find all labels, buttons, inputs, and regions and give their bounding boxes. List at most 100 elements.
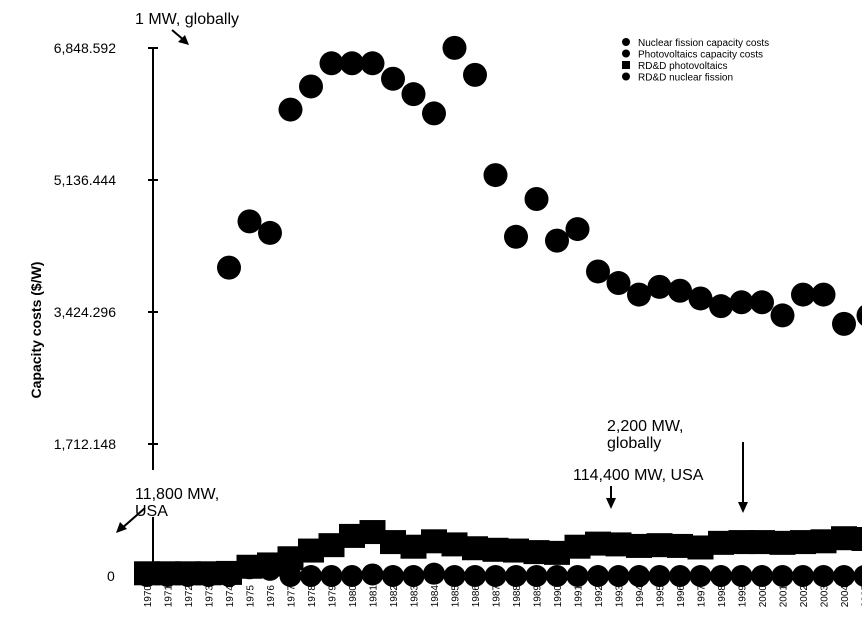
x-tick-label: 1989 <box>533 585 544 608</box>
legend-marker <box>622 49 630 58</box>
legend-marker <box>622 61 630 69</box>
rdd-nuclear-fission-marker <box>751 565 773 587</box>
rdd-nuclear-fission-marker <box>689 565 712 587</box>
annotation-114400mw-arrowhead <box>606 498 616 509</box>
rdd-nuclear-fission-marker <box>197 565 220 587</box>
photovoltaics-capacity-cost-marker <box>442 35 467 60</box>
x-tick-label: 2002 <box>799 585 810 608</box>
x-tick-label: 1976 <box>266 585 277 608</box>
photovoltaics-capacity-cost-marker <box>524 186 549 211</box>
x-tick-label: 1993 <box>615 585 626 608</box>
photovoltaics-capacity-cost-marker <box>627 282 651 307</box>
photovoltaics-capacity-cost-marker <box>319 51 344 76</box>
photovoltaics-capacity-cost-marker <box>360 51 385 76</box>
x-tick-label: 1981 <box>369 585 380 608</box>
annotation-11800mw-arrowhead <box>116 522 127 533</box>
photovoltaics-capacity-cost-marker <box>729 290 754 315</box>
rdd-nuclear-fission-marker <box>812 565 835 587</box>
photovoltaics-capacity-cost-marker <box>278 97 303 122</box>
rdd-nuclear-fission-marker <box>300 565 322 587</box>
rdd-nuclear-fission-marker <box>341 565 363 587</box>
annotations: 1 MW, globally 11,800 MW, USA 2,200 MW, … <box>116 11 748 533</box>
x-tick-label: 1994 <box>635 585 646 608</box>
photovoltaics-capacity-cost-marker <box>647 274 672 299</box>
x-tick-label: 1997 <box>697 585 708 608</box>
x-tick-label: 2001 <box>779 585 790 608</box>
rdd-nuclear-fission-marker <box>648 565 671 587</box>
x-tick-label: 1977 <box>287 585 298 608</box>
rdd-nuclear-fission-marker <box>710 565 732 587</box>
legend-label: RD&D nuclear fission <box>638 73 733 84</box>
rdd-nuclear-fission-marker <box>443 565 466 587</box>
photovoltaics-capacity-cost-marker <box>258 220 282 245</box>
rdd-nuclear-fission-marker <box>423 562 445 585</box>
photovoltaics-capacity-cost-marker <box>606 271 631 296</box>
annotation-11800mw-usa-line1: 11,800 MW, <box>135 486 219 503</box>
x-tick-label: 1972 <box>184 585 195 608</box>
photovoltaics-capacity-cost-marker <box>237 209 262 234</box>
legend: Nuclear fission capacity costsPhotovolta… <box>622 38 769 84</box>
photovoltaics-capacity-cost-marker <box>545 228 569 253</box>
y-axis: 6,848.592 5,136.444 3,424.296 1,712.148 0 <box>54 40 158 584</box>
rdd-nuclear-fission-marker <box>218 565 240 587</box>
x-tick-label: 1978 <box>307 585 318 608</box>
x-tick-label: 1982 <box>389 585 400 608</box>
rdd-nuclear-fission-marker <box>792 565 814 587</box>
photovoltaics-capacity-cost-marker <box>463 62 487 87</box>
photovoltaics-capacity-cost-marker <box>401 82 426 107</box>
rdd-nuclear-fission-marker <box>853 565 862 587</box>
rdd-nuclear-fission-marker <box>730 565 753 587</box>
annotation-1mw-arrowhead <box>178 35 189 45</box>
annotation-114400mw-usa: 114,400 MW, USA <box>573 467 704 484</box>
x-tick-label: 1992 <box>594 585 605 608</box>
x-tick-label: 1996 <box>676 585 687 608</box>
rdd-nuclear-fission-marker <box>566 565 589 587</box>
annotation-11800mw-arrow <box>120 507 146 530</box>
rdd-nuclear-fission-marker <box>259 558 281 581</box>
photovoltaics-capacity-cost-marker <box>750 290 774 315</box>
rdd-nuclear-fission-marker <box>628 565 650 587</box>
x-tick-label: 1998 <box>717 585 728 608</box>
rdd-nuclear-fission-marker <box>546 565 568 587</box>
x-tick-label: 2003 <box>820 585 831 608</box>
x-tick-labels: 1970 1971 1972 1973 1974 1975 1976 1977 1978 1979… <box>143 585 862 608</box>
x-tick-label: 1988 <box>512 585 523 608</box>
rdd-nuclear-fission-marker <box>484 565 507 587</box>
photovoltaics-capacity-cost-marker <box>483 163 508 188</box>
annotation-2200mw-arrowhead <box>738 502 748 513</box>
photovoltaics-capacity-cost-marker <box>381 66 405 91</box>
legend-label: Nuclear fission capacity costs <box>638 38 769 49</box>
photovoltaics-capacity-cost-marker <box>791 282 815 307</box>
x-tick-label: 1986 <box>471 585 482 608</box>
photovoltaics-capacity-cost-marker <box>688 286 713 311</box>
annotation-2200mw-global-line2: globally <box>607 435 661 452</box>
x-tick-label: 1984 <box>430 585 441 608</box>
y-tick-label: 1,712.148 <box>54 436 116 452</box>
rdd-nuclear-fission-marker <box>320 565 343 587</box>
photovoltaics-capacity-cost-marker <box>709 294 733 319</box>
photovoltaics-capacity-cost-marker <box>811 282 836 307</box>
photovoltaics-capacity-cost-marker <box>299 74 323 99</box>
y-tick-label: 5,136.444 <box>54 172 116 188</box>
photovoltaics-capacity-cost-marker <box>668 278 692 303</box>
photovoltaics-capacity-cost-marker <box>565 217 590 242</box>
y-tick-label: 3,424.296 <box>54 304 116 320</box>
photovoltaics-capacity-cost-marker <box>422 101 446 126</box>
x-tick-label: 1974 <box>225 585 236 608</box>
x-tick-label: 1983 <box>410 585 421 608</box>
x-tick-label: 1970 <box>143 585 154 608</box>
x-tick-label: 1985 <box>451 585 462 608</box>
y-ticks: 6,848.592 5,136.444 3,424.296 1,712.148 0 <box>54 40 158 584</box>
rdd-nuclear-fission-marker <box>771 565 794 587</box>
rdd-nuclear-fission-marker <box>525 565 548 587</box>
photovoltaics-capacity-cost-marker <box>832 311 856 336</box>
photovoltaics-capacity-cost-marker <box>504 224 528 249</box>
rdd-nuclear-fission-marker <box>587 565 609 587</box>
photovoltaics-capacity-cost-marker <box>586 259 610 284</box>
photovoltaics-capacity-cost-marker <box>217 255 241 280</box>
x-tick-label: 2005 <box>861 585 862 608</box>
legend-label: RD&D photovoltaics <box>638 61 727 72</box>
y-axis-title: Capacity costs ($/W) <box>28 262 44 399</box>
rdd-nuclear-fission-marker <box>607 565 630 587</box>
y-tick-label: 6,848.592 <box>54 40 116 56</box>
